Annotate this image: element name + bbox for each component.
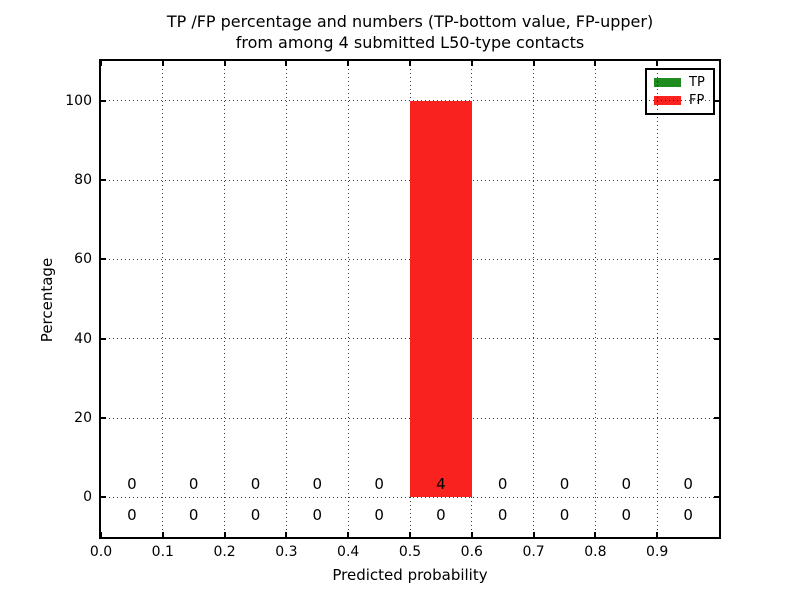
count-label-tp: 0 <box>621 506 632 525</box>
legend-entry-tp: TP <box>654 76 713 89</box>
x-tick-mark-top <box>285 61 288 66</box>
y-axis-tick-label: 100 <box>65 92 92 109</box>
y-tick-mark-left <box>101 99 106 102</box>
x-tick-mark-top <box>594 61 597 66</box>
x-axis-tick-label: 0.4 <box>337 544 360 560</box>
x-axis-tick-label: 0.2 <box>213 544 236 560</box>
count-label-fp: 0 <box>250 475 261 494</box>
y-tick-mark-right <box>714 496 719 499</box>
grid-line-vertical <box>347 61 349 537</box>
chart-title: TP /FP percentage and numbers (TP-bottom… <box>99 11 721 53</box>
count-label-fp: 0 <box>374 475 384 494</box>
count-label-tp: 0 <box>559 506 570 525</box>
count-label-fp: 0 <box>621 475 632 494</box>
x-tick-mark-bottom <box>470 532 473 537</box>
x-axis-tick-label: 0.0 <box>89 544 113 560</box>
y-tick-mark-left <box>101 417 106 419</box>
x-tick-mark-top <box>656 61 659 66</box>
grid-line-vertical <box>162 61 164 537</box>
x-axis-tick-label: 0.3 <box>275 544 298 560</box>
x-axis-tick-label: 0.9 <box>646 544 669 560</box>
count-label-tp: 0 <box>312 506 323 525</box>
grid-line-vertical <box>533 61 535 537</box>
x-tick-mark-bottom <box>161 532 164 537</box>
y-axis-tick-label: 20 <box>74 410 92 426</box>
y-axis-tick-label: 0 <box>83 489 92 506</box>
y-tick-mark-right <box>714 417 719 419</box>
count-label-tp: 0 <box>188 506 199 525</box>
x-tick-mark-bottom <box>594 532 597 537</box>
count-label-tp: 0 <box>497 506 508 525</box>
y-tick-mark-left <box>101 179 106 181</box>
grid-line-vertical <box>471 61 473 537</box>
count-label-fp: 0 <box>497 475 508 494</box>
x-tick-mark-bottom <box>223 532 226 537</box>
x-axis-tick-label: 0.7 <box>522 544 545 560</box>
legend-label-tp: TP <box>689 75 705 91</box>
x-axis-tick-label: 0.6 <box>460 544 483 560</box>
x-tick-mark-top <box>223 61 226 66</box>
chart-title-line2: from among 4 submitted L50-type contacts <box>235 33 585 52</box>
x-tick-mark-bottom <box>532 532 535 537</box>
x-axis-tick-label: 0.1 <box>151 544 174 560</box>
legend: TP FP <box>645 68 715 115</box>
count-label-fp: 0 <box>683 475 693 494</box>
x-axis-label: Predicted probability <box>332 566 488 584</box>
y-tick-mark-right <box>714 99 719 102</box>
x-tick-mark-top <box>347 61 350 66</box>
y-tick-mark-left <box>101 258 106 261</box>
x-tick-mark-bottom <box>656 532 659 537</box>
y-tick-mark-right <box>714 179 719 181</box>
plot-area: TP FP 0 0 0 0 0 0 0 0 0 0 0 0 0 0 0 4 0 0 0 0 <box>99 59 721 539</box>
y-tick-mark-left <box>101 496 106 499</box>
x-tick-mark-top <box>409 61 411 66</box>
x-axis-tick-label: 0.8 <box>584 544 607 560</box>
x-tick-mark-bottom <box>347 532 350 537</box>
count-label-tp: 0 <box>683 506 693 525</box>
count-label-fp: 0 <box>188 475 199 494</box>
x-tick-mark-bottom <box>100 532 102 537</box>
count-label-tp: 0 <box>127 506 137 525</box>
grid-line-vertical <box>594 61 596 537</box>
count-label-fp: 0 <box>312 475 323 494</box>
y-tick-mark-left <box>101 337 106 340</box>
chart-title-line1: TP /FP percentage and numbers (TP-bottom… <box>166 12 654 31</box>
y-axis-tick-label: 60 <box>74 251 92 268</box>
grid-line-vertical <box>285 61 287 537</box>
x-tick-mark-top <box>161 61 164 66</box>
x-tick-mark-top <box>532 61 535 66</box>
x-tick-mark-bottom <box>285 532 288 537</box>
grid-line-vertical <box>224 61 226 537</box>
count-label-tp: 0 <box>374 506 384 525</box>
x-tick-mark-top <box>470 61 473 66</box>
grid-line-vertical <box>656 61 658 537</box>
x-tick-mark-bottom <box>409 532 411 537</box>
x-tick-mark-top <box>100 61 102 66</box>
y-tick-mark-right <box>714 258 719 261</box>
bar-fp <box>410 100 472 498</box>
count-label-fp: 4 <box>436 475 446 494</box>
count-label-fp: 0 <box>127 475 137 494</box>
count-label-fp: 0 <box>559 475 570 494</box>
count-label-tp: 0 <box>436 506 446 525</box>
legend-swatch-tp-icon <box>654 78 681 88</box>
count-label-tp: 0 <box>250 506 261 525</box>
y-axis-tick-label: 40 <box>74 330 92 347</box>
y-tick-mark-right <box>714 337 719 340</box>
y-axis-tick-label: 80 <box>74 172 92 188</box>
x-axis-tick-label: 0.5 <box>398 544 422 560</box>
